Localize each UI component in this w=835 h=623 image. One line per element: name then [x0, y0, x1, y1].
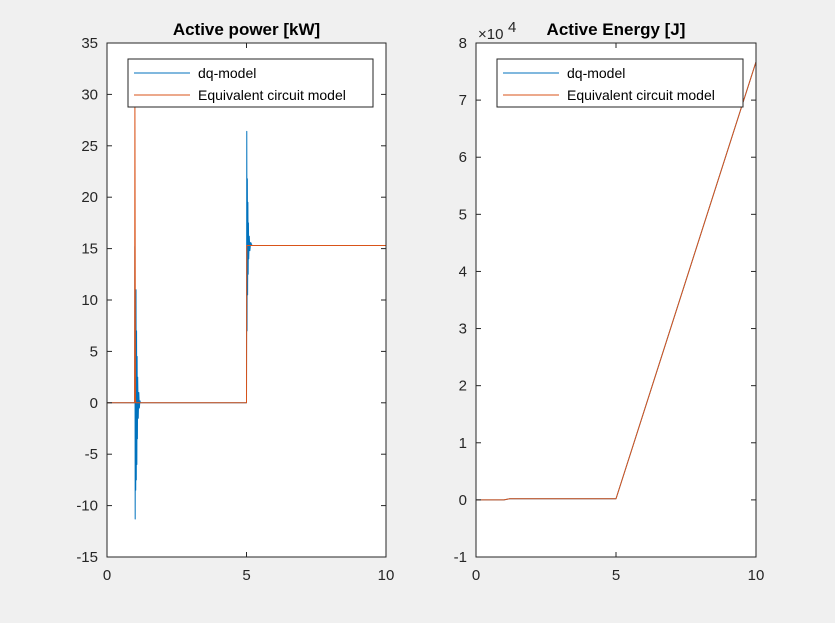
chart-title: Active power [kW]: [173, 20, 320, 39]
y-tick-label: 7: [459, 92, 467, 109]
legend-label: Equivalent circuit model: [567, 87, 715, 103]
y-tick-label: 6: [459, 149, 467, 166]
y-tick-label: 5: [459, 206, 467, 223]
x-tick-label: 5: [242, 567, 250, 584]
y-tick-label: 30: [81, 86, 98, 103]
active-energy-subplot: 0 5 10 -1 0 1 2 3 4 5 6 7 8 ×10 4 Active Energy [J] dq-m…: [454, 19, 765, 584]
legend-label: dq-model: [567, 65, 625, 81]
legend-box: [496, 58, 744, 108]
y-tick-label: 25: [81, 138, 98, 155]
y-exponent-label: ×10: [478, 26, 503, 43]
y-tick-label: 8: [459, 35, 467, 52]
active-power-subplot: 0 5 10 -15 -10 -5 0 5 10 15 20 25 30 35 Active power […: [76, 20, 394, 584]
y-tick-label: 1: [459, 435, 467, 452]
y-tick-label: 4: [459, 263, 467, 280]
y-exponent-power: 4: [508, 19, 516, 36]
legend-label: Equivalent circuit model: [198, 87, 346, 103]
x-tick-label: 5: [612, 567, 620, 584]
chart-title: Active Energy [J]: [547, 20, 686, 39]
y-tick-label: 3: [459, 321, 467, 338]
y-tick-label: -10: [76, 498, 98, 515]
x-tick-label: 0: [103, 567, 111, 584]
y-tick-label: 20: [81, 189, 98, 206]
y-tick-label: 10: [81, 292, 98, 309]
x-tick-label: 10: [748, 567, 765, 584]
y-tick-label: -5: [85, 446, 98, 463]
series-group: [107, 95, 386, 520]
y-tick-label: 5: [90, 343, 98, 360]
y-tick-label: 35: [81, 35, 98, 52]
y-tick-label: 0: [459, 492, 467, 509]
y-tick-label: -15: [76, 549, 98, 566]
y-tick-label: 2: [459, 378, 467, 395]
legend-label: dq-model: [198, 65, 256, 81]
legend-box: [127, 58, 374, 108]
y-tick-label: -1: [454, 549, 467, 566]
series-line-equivalent-circuit-model: [476, 61, 756, 501]
y-tick-label: 15: [81, 241, 98, 258]
series-line-dq-model: [107, 130, 386, 520]
series-group: [476, 61, 756, 501]
plot-area: [476, 43, 756, 557]
y-tick-label: 0: [90, 395, 98, 412]
x-tick-label: 0: [472, 567, 480, 584]
x-tick-label: 10: [378, 567, 395, 584]
series-line-equivalent-circuit-model: [107, 95, 386, 404]
